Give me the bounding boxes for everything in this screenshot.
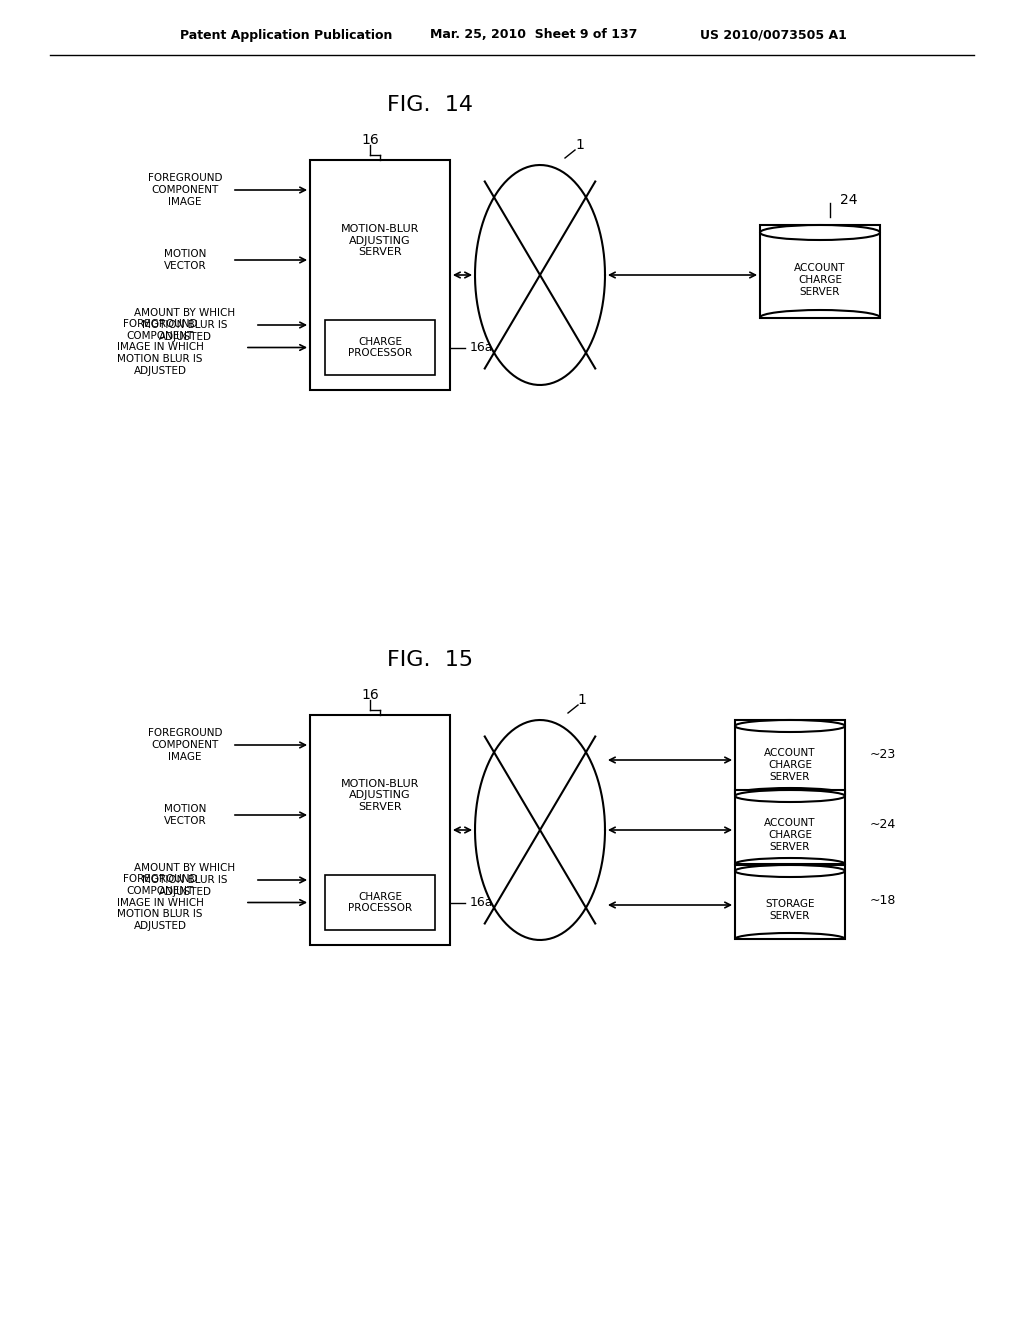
Text: ACCOUNT
CHARGE
SERVER: ACCOUNT CHARGE SERVER <box>764 818 816 851</box>
Text: FOREGROUND
COMPONENT
IMAGE IN WHICH
MOTION BLUR IS
ADJUSTED: FOREGROUND COMPONENT IMAGE IN WHICH MOTI… <box>117 874 204 931</box>
Text: AMOUNT BY WHICH
MOTION BLUR IS
ADJUSTED: AMOUNT BY WHICH MOTION BLUR IS ADJUSTED <box>134 863 236 896</box>
Text: 16: 16 <box>361 688 379 702</box>
Bar <box>310 715 450 945</box>
Text: MOTION-BLUR
ADJUSTING
SERVER: MOTION-BLUR ADJUSTING SERVER <box>341 779 419 812</box>
Text: 16a: 16a <box>470 341 494 354</box>
Text: AMOUNT BY WHICH
MOTION BLUR IS
ADJUSTED: AMOUNT BY WHICH MOTION BLUR IS ADJUSTED <box>134 309 236 342</box>
Text: CHARGE
PROCESSOR: CHARGE PROCESSOR <box>348 892 412 913</box>
Text: ACCOUNT
CHARGE
SERVER: ACCOUNT CHARGE SERVER <box>795 264 846 297</box>
Text: ~23: ~23 <box>870 748 896 762</box>
Text: FOREGROUND
COMPONENT
IMAGE IN WHICH
MOTION BLUR IS
ADJUSTED: FOREGROUND COMPONENT IMAGE IN WHICH MOTI… <box>117 319 204 376</box>
Text: ACCOUNT
CHARGE
SERVER: ACCOUNT CHARGE SERVER <box>764 748 816 781</box>
Text: 24: 24 <box>840 193 857 207</box>
Text: Mar. 25, 2010  Sheet 9 of 137: Mar. 25, 2010 Sheet 9 of 137 <box>430 29 637 41</box>
Text: MOTION
VECTOR: MOTION VECTOR <box>164 804 206 826</box>
Text: 1: 1 <box>578 693 587 708</box>
Bar <box>735 865 845 939</box>
Ellipse shape <box>735 719 845 733</box>
Text: MOTION-BLUR
ADJUSTING
SERVER: MOTION-BLUR ADJUSTING SERVER <box>341 224 419 257</box>
Ellipse shape <box>735 865 845 876</box>
Text: FIG.  15: FIG. 15 <box>387 649 473 671</box>
Text: FOREGROUND
COMPONENT
IMAGE: FOREGROUND COMPONENT IMAGE <box>147 729 222 762</box>
Text: 1: 1 <box>575 139 585 152</box>
Bar <box>325 875 435 931</box>
Text: MOTION
VECTOR: MOTION VECTOR <box>164 249 206 271</box>
Text: 16a: 16a <box>470 896 494 909</box>
Ellipse shape <box>735 789 845 803</box>
Text: CHARGE
PROCESSOR: CHARGE PROCESSOR <box>348 337 412 358</box>
Text: Patent Application Publication: Patent Application Publication <box>180 29 392 41</box>
Bar <box>735 789 845 865</box>
Text: FOREGROUND
COMPONENT
IMAGE: FOREGROUND COMPONENT IMAGE <box>147 173 222 207</box>
Text: ~18: ~18 <box>870 894 896 907</box>
Bar <box>325 319 435 375</box>
Text: STORAGE
SERVER: STORAGE SERVER <box>765 899 815 921</box>
Text: ~24: ~24 <box>870 818 896 832</box>
Text: 16: 16 <box>361 133 379 147</box>
Text: FIG.  14: FIG. 14 <box>387 95 473 115</box>
Text: US 2010/0073505 A1: US 2010/0073505 A1 <box>700 29 847 41</box>
Ellipse shape <box>760 224 880 240</box>
Bar <box>735 719 845 795</box>
Bar <box>310 160 450 389</box>
Bar <box>760 224 880 318</box>
